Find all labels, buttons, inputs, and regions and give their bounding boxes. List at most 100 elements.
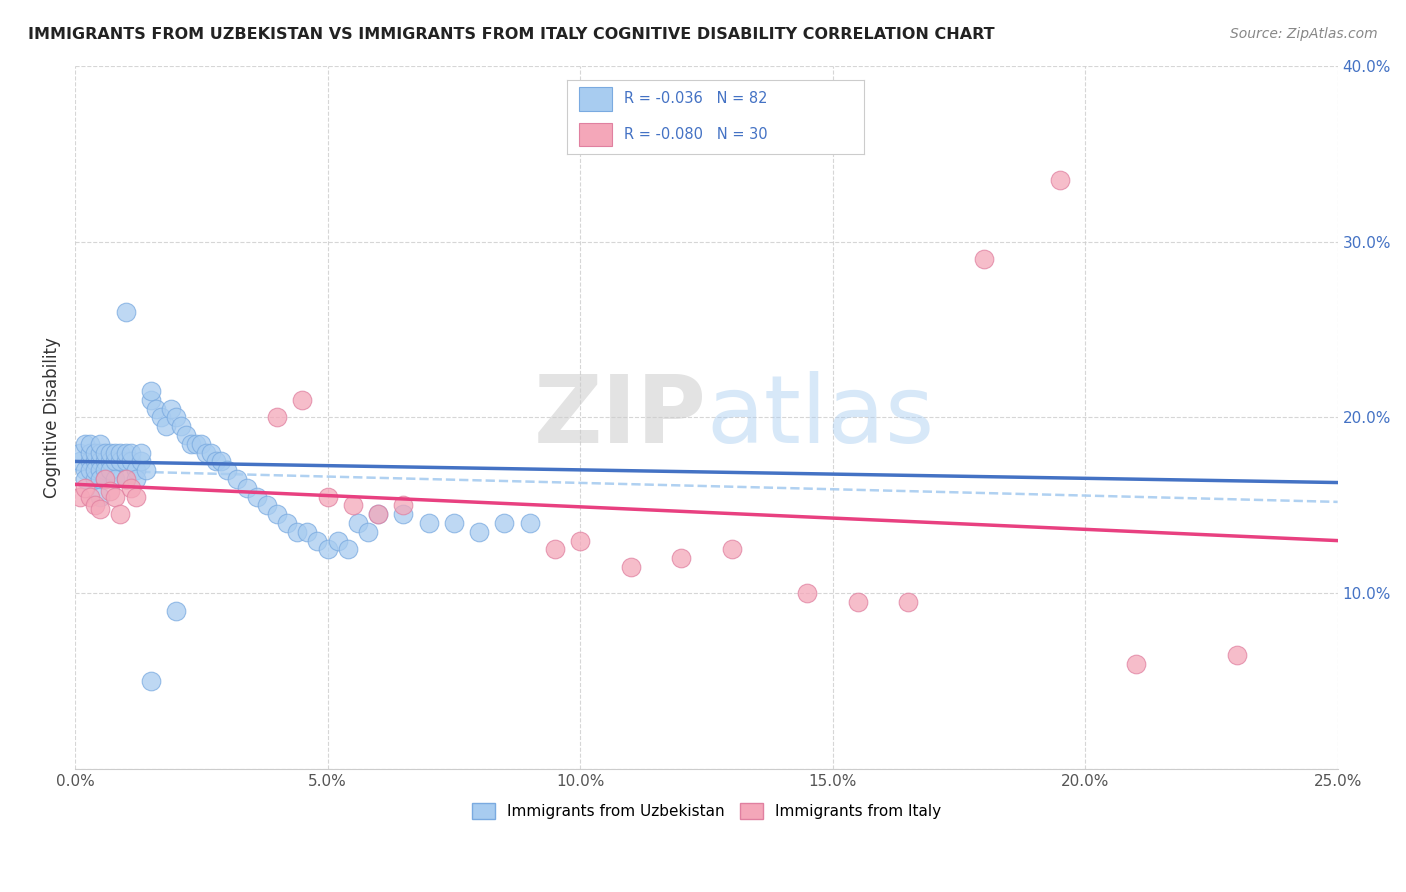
Point	[225, 472, 247, 486]
Point	[98, 454, 121, 468]
Point	[720, 542, 742, 557]
Point	[104, 454, 127, 468]
Point	[75, 481, 97, 495]
Point	[174, 428, 197, 442]
Point	[114, 454, 136, 468]
Point	[94, 472, 117, 486]
Point	[89, 502, 111, 516]
Point	[266, 410, 288, 425]
Point	[79, 463, 101, 477]
Point	[155, 419, 177, 434]
Point	[114, 472, 136, 486]
Point	[973, 252, 995, 266]
Point	[79, 490, 101, 504]
Point	[215, 463, 238, 477]
Point	[124, 463, 146, 477]
Point	[120, 445, 142, 459]
Point	[89, 490, 111, 504]
Point	[104, 490, 127, 504]
Point	[149, 410, 172, 425]
Point	[114, 305, 136, 319]
Point	[98, 445, 121, 459]
Point	[285, 524, 308, 539]
Point	[357, 524, 380, 539]
Point	[342, 499, 364, 513]
Text: atlas: atlas	[706, 371, 935, 464]
Point	[291, 392, 314, 407]
Point	[519, 516, 541, 530]
Point	[846, 595, 869, 609]
Point	[94, 472, 117, 486]
Point	[139, 384, 162, 398]
Point	[180, 437, 202, 451]
Point	[443, 516, 465, 530]
Point	[94, 454, 117, 468]
Point	[190, 437, 212, 451]
Point	[392, 507, 415, 521]
Point	[139, 674, 162, 689]
Point	[468, 524, 491, 539]
Point	[84, 472, 107, 486]
Point	[135, 463, 157, 477]
Point	[347, 516, 370, 530]
Point	[75, 437, 97, 451]
Y-axis label: Cognitive Disability: Cognitive Disability	[44, 337, 60, 498]
Point	[1049, 173, 1071, 187]
Point	[619, 560, 641, 574]
Point	[89, 437, 111, 451]
Point	[69, 454, 91, 468]
Point	[205, 454, 228, 468]
Point	[94, 445, 117, 459]
Point	[84, 463, 107, 477]
Point	[94, 463, 117, 477]
Point	[120, 454, 142, 468]
Point	[124, 490, 146, 504]
Point	[139, 392, 162, 407]
Text: ZIP: ZIP	[533, 371, 706, 464]
Point	[1125, 657, 1147, 671]
Point	[84, 454, 107, 468]
Point	[98, 463, 121, 477]
Point	[544, 542, 567, 557]
Point	[266, 507, 288, 521]
Point	[124, 472, 146, 486]
Point	[276, 516, 298, 530]
Point	[246, 490, 269, 504]
Point	[120, 481, 142, 495]
Point	[75, 463, 97, 477]
Point	[211, 454, 233, 468]
Point	[110, 454, 132, 468]
Point	[75, 472, 97, 486]
Point	[110, 507, 132, 521]
Point	[89, 454, 111, 468]
Point	[89, 445, 111, 459]
Point	[316, 542, 339, 557]
Point	[98, 484, 121, 499]
Point	[200, 445, 222, 459]
Point	[160, 401, 183, 416]
Point	[79, 437, 101, 451]
Point	[336, 542, 359, 557]
Point	[89, 472, 111, 486]
Point	[569, 533, 592, 548]
Point	[392, 499, 415, 513]
Point	[1226, 648, 1249, 662]
Point	[114, 445, 136, 459]
Point	[256, 499, 278, 513]
Point	[79, 454, 101, 468]
Point	[669, 551, 692, 566]
Point	[186, 437, 208, 451]
Point	[195, 445, 218, 459]
Point	[110, 445, 132, 459]
Point	[418, 516, 440, 530]
Point	[165, 410, 187, 425]
Legend: Immigrants from Uzbekistan, Immigrants from Italy: Immigrants from Uzbekistan, Immigrants f…	[465, 797, 948, 825]
Point	[129, 445, 152, 459]
Point	[307, 533, 329, 548]
Point	[89, 463, 111, 477]
Point	[69, 445, 91, 459]
Text: IMMIGRANTS FROM UZBEKISTAN VS IMMIGRANTS FROM ITALY COGNITIVE DISABILITY CORRELA: IMMIGRANTS FROM UZBEKISTAN VS IMMIGRANTS…	[28, 27, 995, 42]
Point	[69, 490, 91, 504]
Point	[84, 499, 107, 513]
Point	[79, 445, 101, 459]
